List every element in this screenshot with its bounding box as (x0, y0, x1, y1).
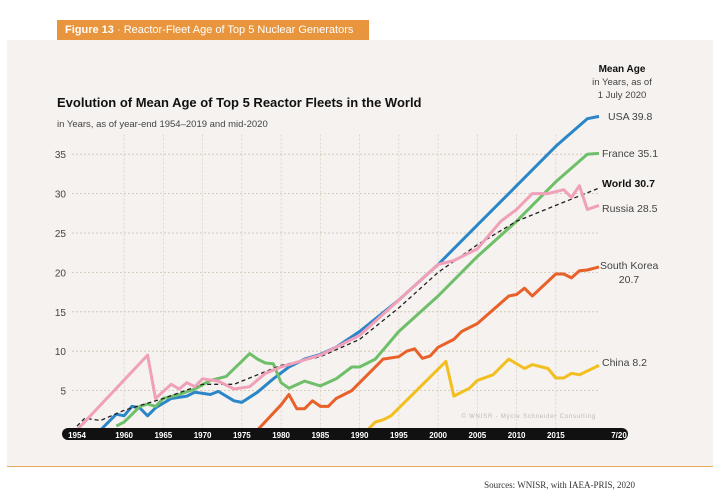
y-tick-label: 10 (55, 347, 67, 358)
x-tick-label: 1985 (311, 431, 329, 440)
watermark: © WNISR - Mycle Schneider Consulting (461, 413, 596, 420)
x-tick-label: 7/20 (611, 431, 627, 440)
y-tick-label: 5 (60, 387, 66, 398)
x-tick-label: 1980 (272, 431, 290, 440)
figure-number: Figure 13 (65, 24, 114, 36)
y-tick-label: 35 (55, 150, 67, 161)
series-end-label: Russia 28.5 (602, 203, 658, 215)
series-end-label-value: 20.7 (619, 274, 640, 286)
series-end-label: France 35.1 (602, 148, 658, 160)
series-line-france (115, 151, 600, 428)
y-tick-label: 30 (55, 190, 67, 201)
x-axis-bar (62, 428, 628, 440)
x-tick-label: 1990 (351, 431, 369, 440)
x-tick-label: 1975 (233, 431, 251, 440)
x-tick-label: 1954 (68, 431, 86, 440)
series-line-china (366, 357, 600, 432)
legend-header-1: Mean Age (599, 64, 646, 75)
series-line-world (76, 187, 600, 427)
series-end-label: South Korea (600, 260, 659, 272)
y-tick-label: 15 (55, 308, 67, 319)
x-tick-label: 1965 (154, 431, 172, 440)
source-note: Sources: WNISR, with IAEA-PRIS, 2020 (484, 480, 635, 490)
series-end-label: China 8.2 (602, 357, 647, 369)
series-end-label: World 30.7 (602, 178, 655, 190)
series-line-south-korea (256, 265, 600, 432)
series-line-russia (75, 184, 600, 432)
x-tick-label: 1995 (390, 431, 408, 440)
legend-header-2: in Years, as of (592, 77, 652, 88)
x-tick-label: 2005 (468, 431, 486, 440)
figure-tag: Figure 13 · Reactor-Fleet Age of Top 5 N… (57, 20, 369, 40)
x-tick-label: 1960 (115, 431, 133, 440)
x-tick-label: 2010 (508, 431, 526, 440)
chart-subtitle: in Years, as of year-end 1954–2019 and m… (57, 119, 268, 130)
figure-title: Reactor-Fleet Age of Top 5 Nuclear Gener… (123, 24, 354, 36)
chart-title: Evolution of Mean Age of Top 5 Reactor F… (57, 95, 422, 110)
series-end-label: USA 39.8 (608, 111, 653, 123)
x-tick-label: 2015 (547, 431, 565, 440)
y-tick-label: 20 (55, 268, 67, 279)
x-tick-label: 1970 (194, 431, 212, 440)
series-line-usa (99, 114, 600, 432)
y-tick-label: 25 (55, 229, 67, 240)
legend-header-3: 1 July 2020 (598, 90, 647, 101)
x-tick-label: 2000 (429, 431, 447, 440)
